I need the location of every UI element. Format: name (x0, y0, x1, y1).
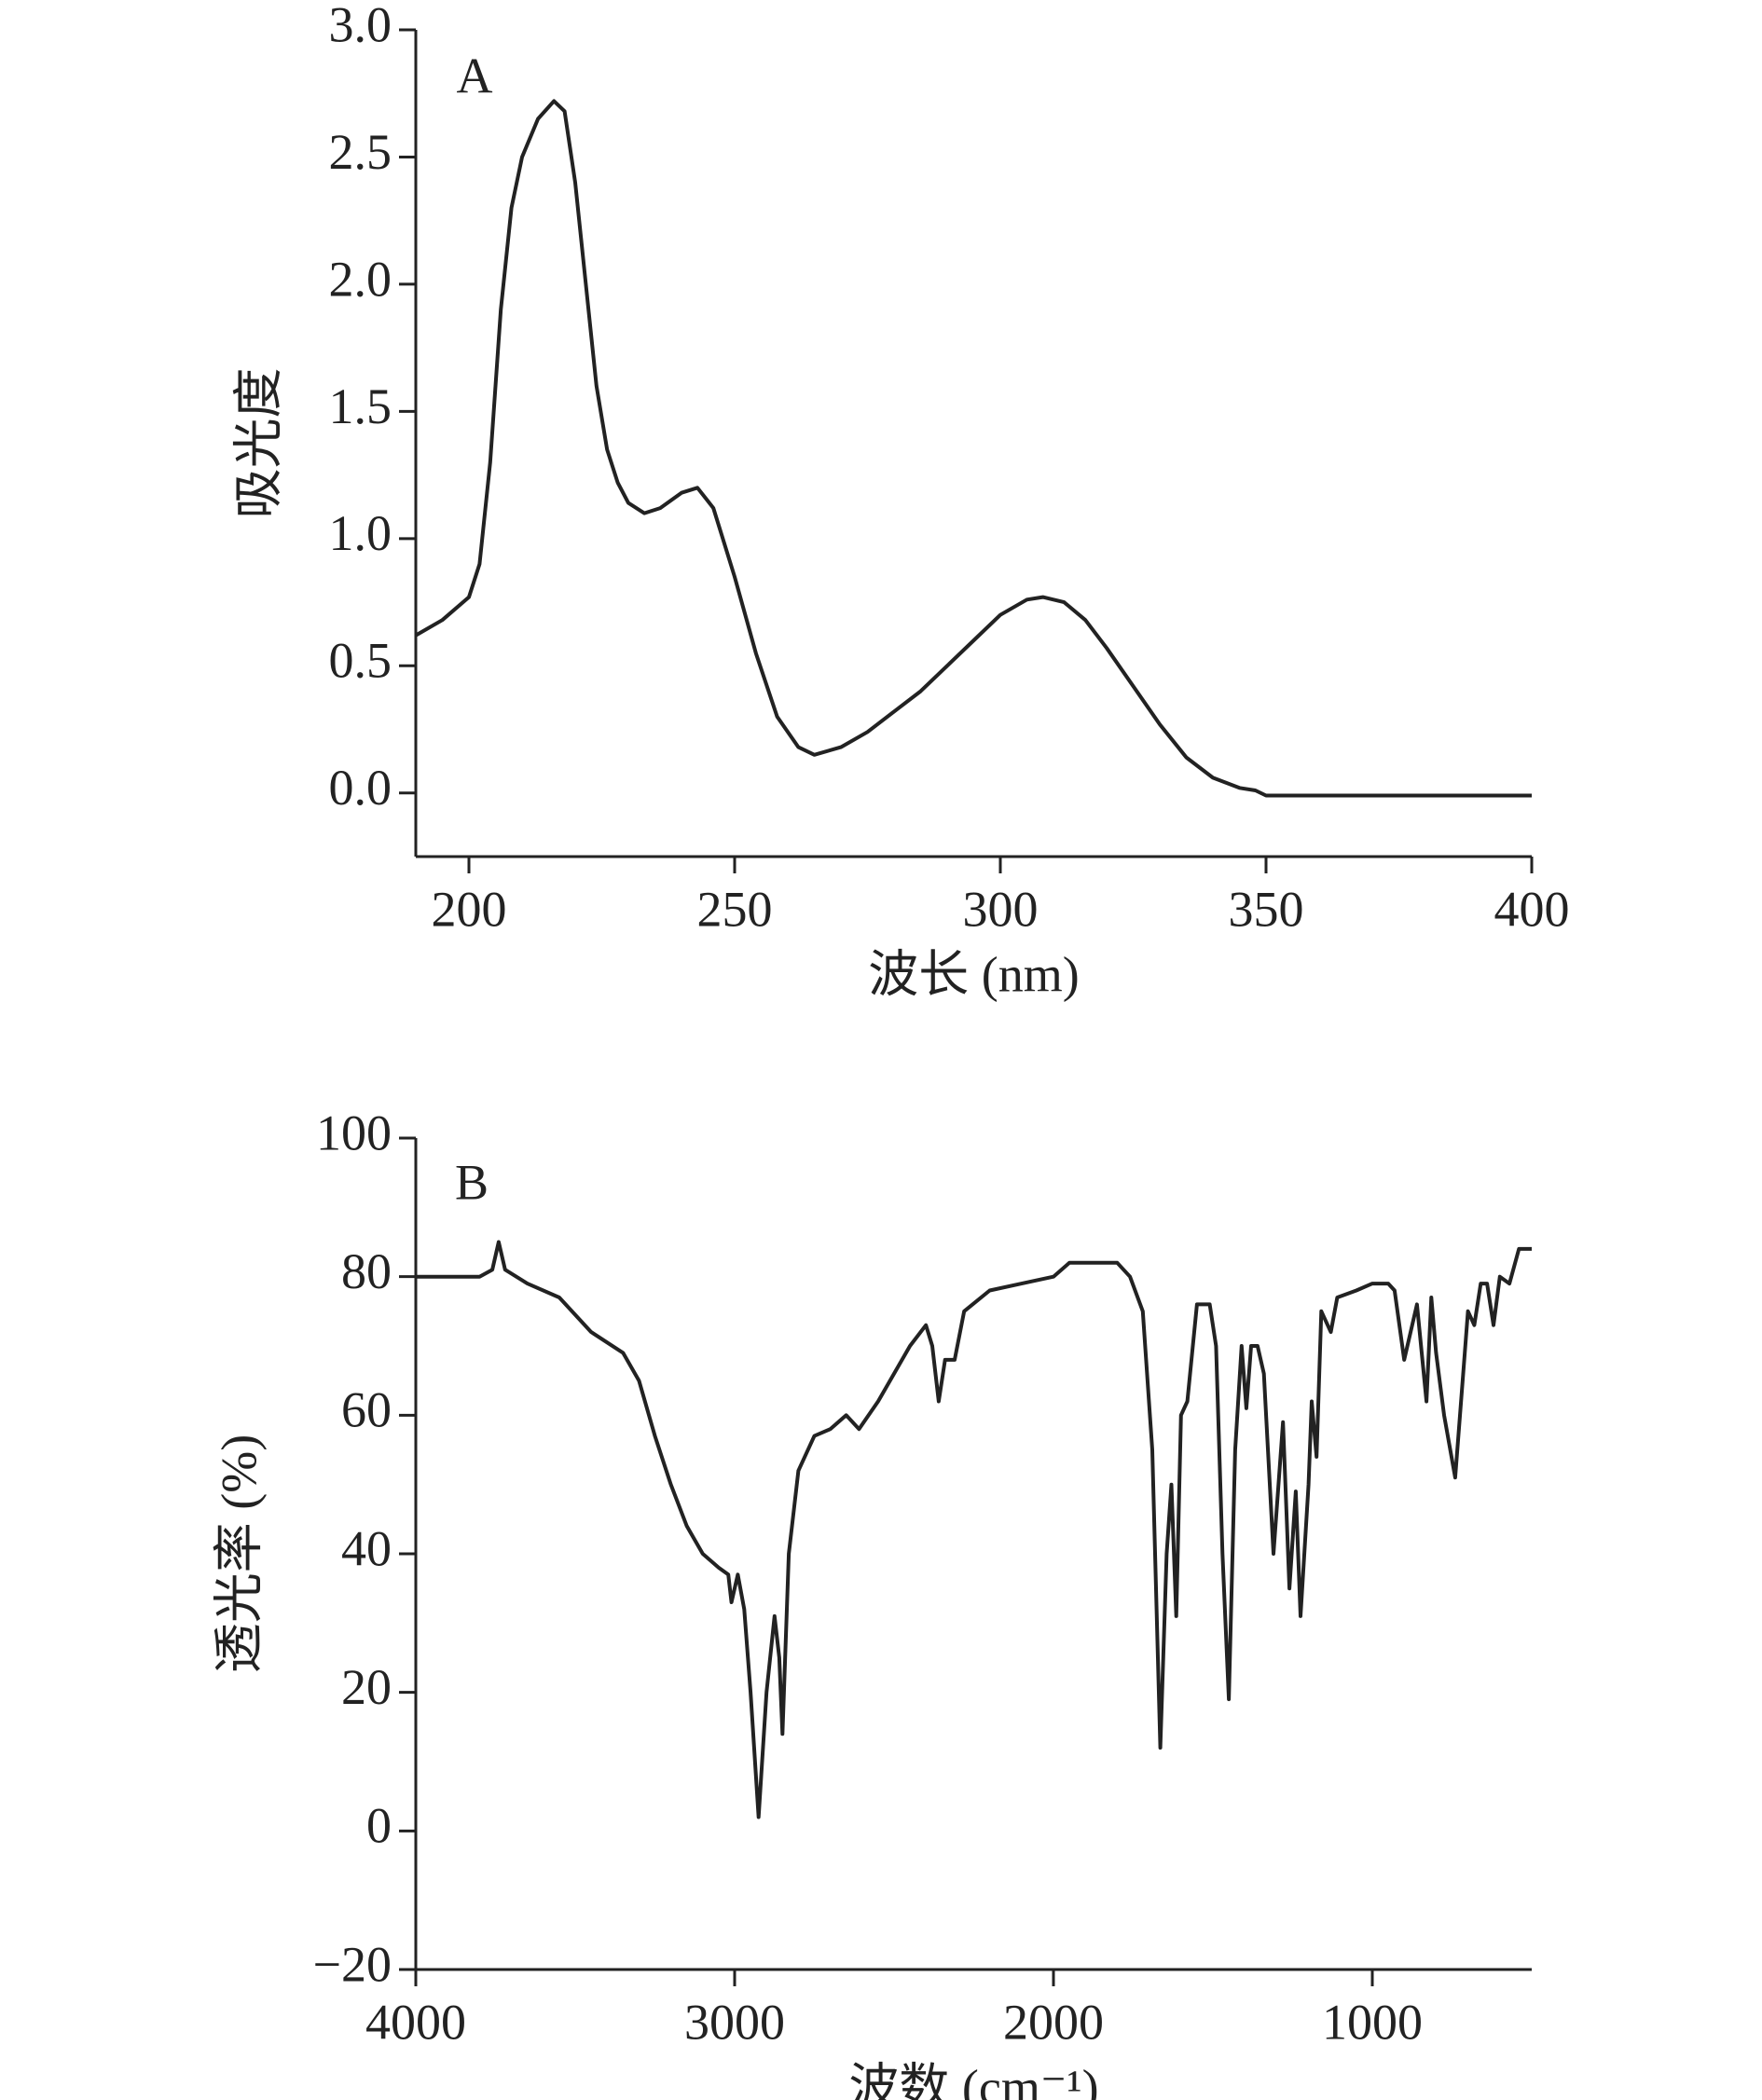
y-tick-label: 100 (316, 1105, 392, 1160)
x-axis-title: 波数 (cm⁻¹) (848, 2059, 1098, 2100)
x-tick-label: 200 (432, 881, 507, 937)
y-axis-title: 吸光度 (230, 368, 286, 519)
y-tick-label: 1.0 (329, 505, 392, 561)
y-tick-label: 3.0 (329, 0, 392, 52)
x-tick-label: 350 (1229, 881, 1304, 937)
x-tick-label: 2000 (1003, 1994, 1104, 2050)
x-tick-label: 1000 (1322, 1994, 1423, 2050)
y-tick-label: 0.0 (329, 760, 392, 816)
x-tick-label: 250 (697, 881, 773, 937)
panel-label: A (457, 48, 493, 103)
x-tick-label: 300 (963, 881, 1039, 937)
y-tick-label: 0.5 (329, 633, 392, 689)
spectrum-line (416, 1240, 1532, 1819)
spectrum-line (415, 99, 1532, 798)
y-tick-label: 80 (341, 1243, 392, 1299)
y-tick-label: 60 (341, 1382, 392, 1438)
y-tick-label: 2.5 (329, 124, 392, 180)
y-axis-title: 透光率 (%) (211, 1434, 267, 1673)
x-axis-title: 波长 (nm) (868, 946, 1079, 1002)
y-tick-label: 2.0 (329, 251, 392, 307)
y-tick-label: 0 (366, 1798, 392, 1854)
y-tick-label: 20 (341, 1659, 392, 1715)
y-tick-label: 40 (341, 1520, 392, 1576)
x-tick-label: 3000 (684, 1994, 785, 2050)
x-tick-label: 400 (1494, 881, 1570, 937)
panel-label: B (455, 1154, 489, 1210)
y-tick-label: 1.5 (329, 378, 392, 434)
x-tick-label: 4000 (365, 1994, 466, 2050)
y-tick-label: −20 (313, 1936, 392, 1992)
